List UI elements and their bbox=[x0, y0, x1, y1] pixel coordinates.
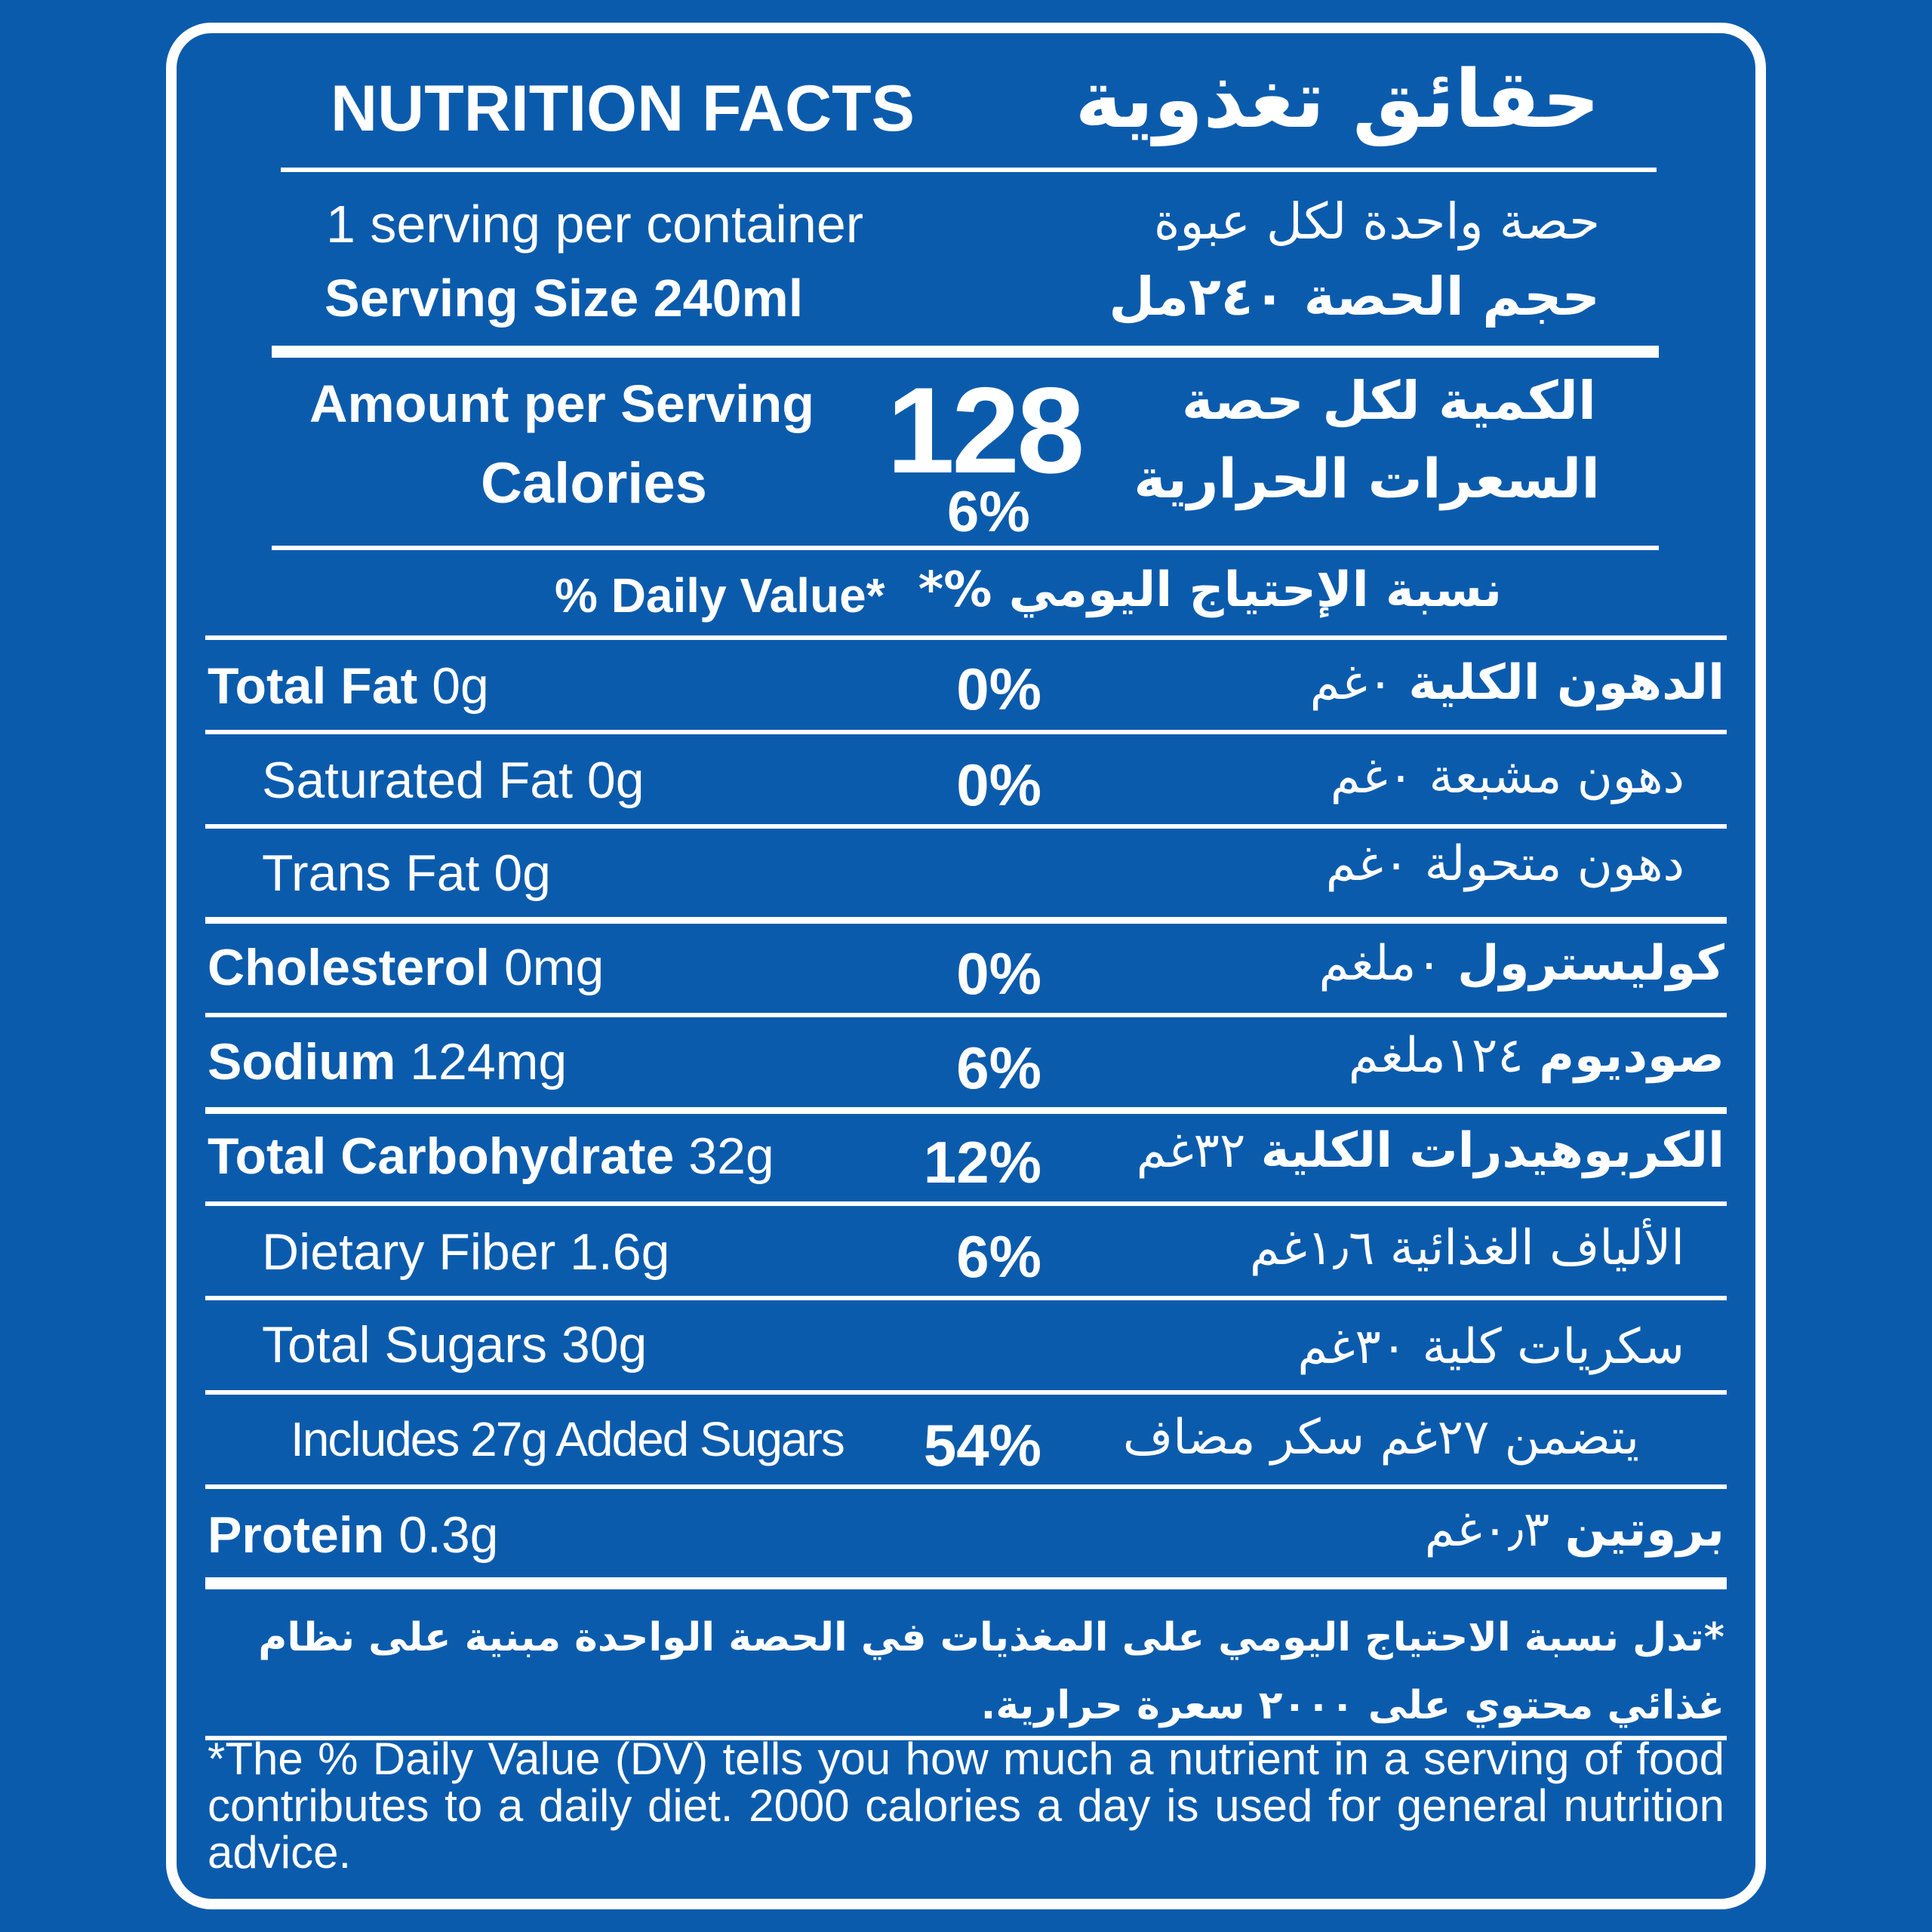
nutrient-name: Total Fat bbox=[208, 657, 418, 715]
nutrient-label-total-sugars-ar: سكريات كلية ٣٠غم bbox=[1297, 1319, 1684, 1375]
nutrient-label-protein-ar: بروتين ٠٫٣غم bbox=[1425, 1502, 1724, 1558]
servings-per-container-ar: حصة واحدة لكل عبوة bbox=[1153, 192, 1600, 251]
footnote-en: *The % Daily Value (DV) tells you how mu… bbox=[208, 1734, 1724, 1878]
nutrient-label-dietary-fiber-ar: الألياف الغذائية ١٫٦غم bbox=[1249, 1220, 1684, 1276]
thick-divider bbox=[205, 1577, 1727, 1589]
divider bbox=[205, 635, 1727, 640]
nutrient-label-sodium-ar: صوديوم ١٢٤ملغم bbox=[1349, 1028, 1724, 1084]
nutrient-name-ar: صوديوم bbox=[1539, 1028, 1724, 1084]
sodium-percent: 6% bbox=[956, 1035, 1041, 1101]
calories-value: 128 bbox=[887, 362, 1084, 499]
saturated-fat-percent: 0% bbox=[956, 752, 1041, 818]
nutrient-label-total-fat: Total Fat 0g bbox=[208, 657, 489, 715]
divider bbox=[205, 1201, 1727, 1206]
nutrient-amount-ar: ٣٢غم bbox=[1136, 1123, 1246, 1179]
divider bbox=[205, 1013, 1727, 1017]
footnote-ar: *تدل نسبة الاحتياج اليومي على المغذيات ف… bbox=[258, 1615, 1724, 1728]
thick-divider bbox=[205, 917, 1727, 924]
nutrient-label-total-sugars: Total Sugars 30g bbox=[262, 1316, 648, 1374]
nutrient-label-protein: Protein 0.3g bbox=[208, 1506, 499, 1564]
cholesterol-percent: 0% bbox=[956, 940, 1041, 1007]
total-fat-percent: 0% bbox=[956, 656, 1041, 722]
nutrient-label-saturated-fat: Saturated Fat 0g bbox=[262, 752, 645, 809]
daily-value-header-ar: نسبة الإحتياج اليومي %* bbox=[918, 562, 1502, 618]
nutrient-label-dietary-fiber: Dietary Fiber 1.6g bbox=[262, 1223, 670, 1281]
nutrient-amount-ar: ٠غم bbox=[1309, 655, 1394, 711]
nutrient-label-total-carbohydrate: Total Carbohydrate 32g bbox=[208, 1127, 774, 1186]
nutrient-label-total-carbohydrate-ar: الكربوهيدرات الكلية ٣٢غم bbox=[1137, 1123, 1724, 1179]
divider bbox=[205, 730, 1727, 734]
title-ar: حقائق تغذوية bbox=[1075, 53, 1600, 146]
divider bbox=[205, 1296, 1727, 1300]
serving-size-en: Serving Size 240ml bbox=[325, 269, 804, 328]
servings-per-container-en: 1 serving per container bbox=[326, 195, 864, 254]
nutrient-amount: 32g bbox=[688, 1128, 774, 1185]
nutrient-name: Total Carbohydrate bbox=[208, 1128, 675, 1185]
nutrient-label-added-sugars: Includes 27g Added Sugars bbox=[291, 1412, 845, 1466]
divider bbox=[272, 546, 1659, 550]
nutrient-amount: 0.3g bbox=[398, 1506, 499, 1564]
nutrient-name-ar: الدهون الكلية bbox=[1408, 655, 1724, 711]
nutrient-label-cholesterol: Cholesterol 0mg bbox=[208, 938, 604, 997]
nutrient-name-ar: الكربوهيدرات الكلية bbox=[1260, 1123, 1724, 1179]
serving-size-ar: حجم الحصة ٢٤٠مل bbox=[1109, 266, 1600, 328]
nutrient-amount: 0g bbox=[432, 657, 489, 715]
divider bbox=[281, 168, 1657, 172]
thick-divider bbox=[272, 346, 1659, 358]
nutrient-label-sodium: Sodium 124mg bbox=[208, 1032, 567, 1091]
calories-label-en: Calories bbox=[481, 451, 707, 515]
nutrient-name: Protein bbox=[208, 1506, 385, 1564]
nutrient-name-ar: كوليسترول bbox=[1457, 936, 1724, 992]
nutrient-amount-ar: ٠٫٣غم bbox=[1424, 1502, 1550, 1558]
nutrient-label-cholesterol-ar: كوليسترول ٠ملغم bbox=[1318, 936, 1724, 992]
added-sugars-percent: 54% bbox=[923, 1412, 1041, 1478]
nutrient-label-trans-fat-ar: دهون متحولة ٠غم bbox=[1325, 836, 1684, 892]
nutrient-amount-ar: ٠ملغم bbox=[1318, 936, 1442, 992]
nutrient-amount: 124mg bbox=[410, 1033, 568, 1091]
nutrient-amount: 0mg bbox=[503, 939, 605, 996]
nutrient-label-saturated-fat-ar: دهون مشبعة ٠غم bbox=[1330, 749, 1684, 804]
nutrient-name: Cholesterol bbox=[208, 939, 491, 996]
nutrient-amount-ar: ١٢٤ملغم bbox=[1348, 1028, 1524, 1084]
calories-percent: 6% bbox=[947, 480, 1030, 544]
dietary-fiber-percent: 6% bbox=[956, 1223, 1041, 1290]
nutrient-label-added-sugars-ar: يتضمن ٢٧غم سكر مضاف bbox=[1122, 1410, 1639, 1466]
daily-value-header-en: % Daily Value* bbox=[555, 568, 885, 623]
nutrition-facts-panel bbox=[166, 23, 1766, 1909]
nutrient-name: Sodium bbox=[208, 1033, 396, 1091]
thick-divider bbox=[205, 1107, 1727, 1114]
amount-per-serving-label: Amount per Serving bbox=[309, 374, 814, 433]
nutrient-label-total-fat-ar: الدهون الكلية ٠غم bbox=[1310, 655, 1724, 711]
divider bbox=[205, 1390, 1727, 1395]
divider bbox=[205, 1736, 1727, 1740]
divider bbox=[205, 1484, 1727, 1489]
total-carbohydrate-percent: 12% bbox=[923, 1129, 1041, 1195]
nutrient-label-trans-fat: Trans Fat 0g bbox=[262, 844, 551, 902]
amount-per-serving-label-ar: الكمية لكل حصة bbox=[1181, 370, 1596, 432]
calories-label-ar: السعرات الحرارية bbox=[1134, 447, 1600, 510]
divider bbox=[205, 824, 1727, 829]
nutrient-name-ar: بروتين bbox=[1564, 1502, 1724, 1558]
title-en: NUTRITION FACTS bbox=[331, 72, 915, 145]
